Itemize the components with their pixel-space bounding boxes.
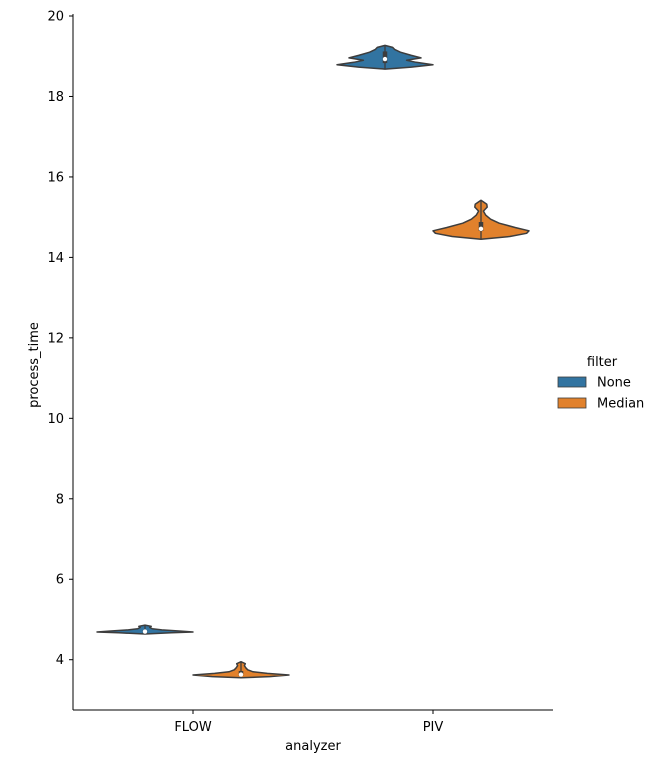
y-axis-label: process_time [27,322,42,408]
violin-median-dot [238,672,244,677]
y-tick-label: 16 [47,170,64,185]
y-tick-label: 6 [56,573,64,588]
x-tick-label: FLOW [174,720,211,735]
violin-median-dot [382,56,388,62]
y-axis-ticks: 4 6 8 10 12 14 16 18 20 [47,10,73,668]
legend-title: filter [587,355,618,370]
y-tick-label: 10 [47,412,64,427]
y-tick-label: 12 [47,331,64,346]
violin-none-piv [336,44,434,70]
violins [96,44,530,679]
violin-median-dot [142,629,148,634]
x-tick-label: PIV [423,720,444,735]
legend-label-none: None [597,376,631,391]
violin-median-piv [432,199,530,241]
violin-median-dot [478,226,484,232]
legend-swatch-median [557,397,587,409]
y-tick-label: 20 [47,10,64,25]
y-tick-label: 18 [47,90,64,105]
y-tick-label: 14 [47,251,64,266]
violin-none-flow [96,624,194,635]
x-axis-label: analyzer [285,739,341,754]
y-tick-label: 8 [56,492,64,507]
legend: filter None Median [557,355,644,412]
legend-label-median: Median [597,397,644,412]
violin-median-flow [192,660,290,679]
axes-spines [72,14,553,711]
y-tick-label: 4 [56,653,64,668]
x-axis-ticks: FLOW PIV [174,710,443,735]
legend-swatch-none [557,376,587,388]
